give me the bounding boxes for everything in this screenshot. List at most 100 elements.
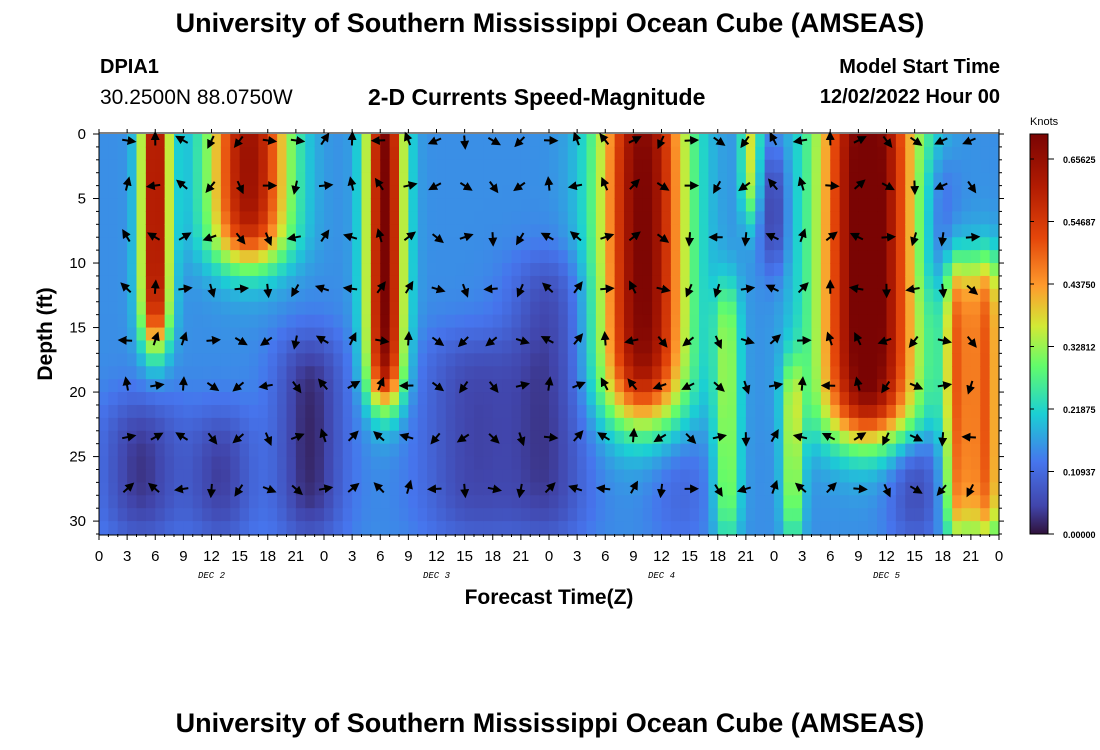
heat-cell [361,404,372,419]
heat-cell [708,327,719,342]
heat-cell [708,521,719,535]
heat-cell [961,301,972,316]
heat-cell [155,211,166,225]
heat-cell [839,379,850,393]
heat-cell [436,134,447,148]
heat-cell [483,417,494,432]
heat-cell [914,443,925,458]
heat-cell [145,314,156,329]
heat-cell [511,314,522,329]
heat-cell [305,237,316,251]
heat-cell [239,327,250,342]
heat-cell [202,263,213,277]
heat-cell [174,353,184,367]
heat-cell [174,392,184,406]
heat-cell [708,340,719,354]
heat-cell [99,314,109,329]
heat-cell [811,288,822,303]
heat-cell [727,146,738,161]
heat-cell [745,159,756,174]
heat-cell [839,275,850,290]
heat-cell [530,404,541,419]
current-arrow [117,335,133,345]
heat-cell [352,263,363,277]
heat-cell [708,314,719,329]
heat-cell [474,443,484,458]
heat-cell [783,224,794,238]
current-arrow [595,484,611,494]
heat-cell [942,250,953,264]
heat-cell [267,146,278,161]
heat-cell [258,211,269,225]
heat-cell [483,469,494,483]
heat-cell [811,224,822,238]
heat-cell [820,392,831,406]
heat-cell [783,146,794,161]
heat-cell [267,521,278,535]
heat-cell [924,456,934,471]
heat-cell [586,404,597,419]
heat-cell [267,508,278,522]
heat-cell [642,443,653,458]
heat-cell [370,379,381,393]
heat-cell [680,263,691,277]
heat-cell [417,456,428,471]
current-arrow [403,181,418,190]
heat-cell [174,263,184,277]
heat-cell [577,392,588,406]
heat-cell [914,159,925,174]
heat-cell [267,430,278,445]
heat-cell [511,146,522,161]
heat-cell [717,185,728,200]
current-arrow [175,135,189,145]
heat-cell [202,314,213,329]
heat-cell [736,159,747,174]
heat-cell [549,482,559,496]
heat-cell [249,172,259,187]
heat-cell [511,417,522,432]
heat-cell [942,495,953,509]
heat-cell [277,404,288,419]
heat-cell [333,430,344,445]
current-arrow [314,284,330,293]
heat-cell [830,340,841,354]
heat-cell [689,211,700,225]
current-arrow [769,334,782,345]
heat-cell [717,301,728,316]
current-arrow [516,283,525,298]
heat-cell [633,379,644,393]
heat-cell [886,237,897,251]
heat-cell [745,340,756,354]
heat-cell [455,224,466,238]
current-arrow [206,335,221,345]
heat-cell [680,456,691,471]
heat-cell [211,456,222,471]
heat-cell [970,146,981,161]
heat-cell [342,392,353,406]
heat-cell [183,250,194,264]
heat-cell [202,327,213,342]
current-arrow [908,335,919,348]
heat-cell [755,456,766,471]
heat-cell [605,314,616,329]
heat-cell [980,443,991,458]
heat-cell [530,417,541,432]
heat-cell [370,314,381,329]
heat-cell [333,224,344,238]
heat-cell [708,392,719,406]
heat-cell [811,340,822,354]
heat-cell [249,288,259,303]
heat-cell [230,275,241,290]
heat-cell [492,495,503,509]
heat-cell [249,146,259,161]
heat-cell [464,314,475,329]
heat-cell [633,211,644,225]
heat-cell [867,443,878,458]
heat-cell [652,224,663,238]
heat-cell [136,134,147,148]
heat-cell [408,456,419,471]
heat-cell [567,134,578,148]
heat-cell [361,430,372,445]
current-arrow [514,136,526,148]
current-arrow [656,483,666,499]
